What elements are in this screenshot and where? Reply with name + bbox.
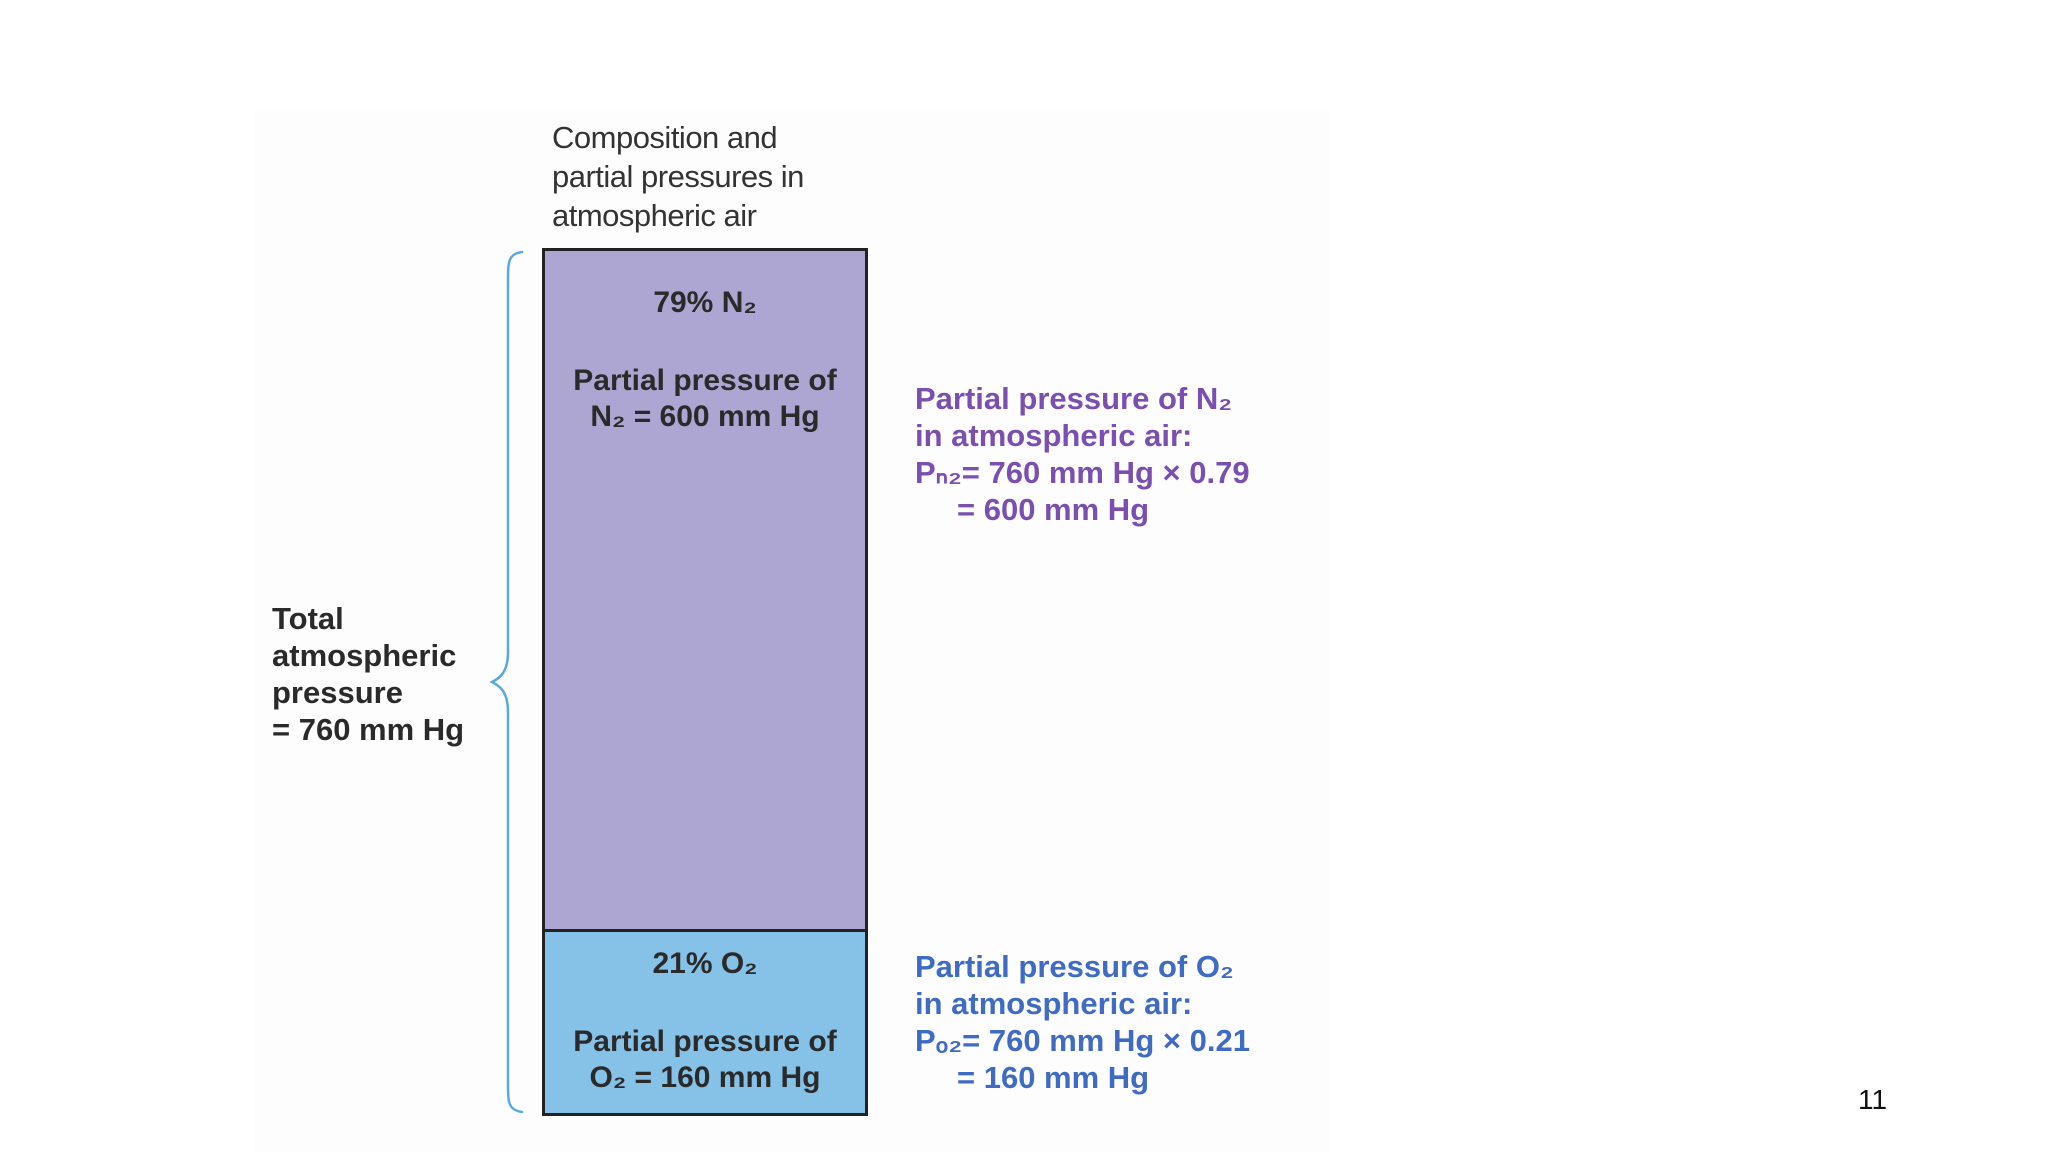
oxygen-annotation: Partial pressure of O₂ in atmospheric ai… <box>915 948 1250 1096</box>
nitrogen-annotation-line: in atmospheric air: <box>915 418 1193 453</box>
nitrogen-annotation: Partial pressure of N₂ in atmospheric ai… <box>915 380 1250 528</box>
nitrogen-segment: 79% N₂ Partial pressure of N₂ = 600 mm H… <box>545 251 865 932</box>
oxygen-annotation-line: Partial pressure of O₂ <box>915 949 1234 984</box>
oxygen-pressure-line: O₂ = 160 mm Hg <box>589 1061 821 1094</box>
oxygen-annotation-line: in atmospheric air: <box>915 986 1193 1021</box>
nitrogen-annotation-line: = 600 mm Hg <box>957 492 1150 527</box>
total-pressure-label: Total atmospheric pressure = 760 mm Hg <box>272 600 464 748</box>
oxygen-percent: 21% O₂ <box>545 946 865 982</box>
total-line: = 760 mm Hg <box>272 712 465 747</box>
caption-line: atmospheric air <box>552 198 757 233</box>
nitrogen-annotation-line: Partial pressure of N₂ <box>915 381 1232 416</box>
oxygen-annotation-line: Pₒ₂= 760 mm Hg × 0.21 <box>915 1023 1250 1058</box>
page-number: 11 <box>1858 1084 1888 1115</box>
nitrogen-percent-text: 79% N₂ <box>653 286 757 319</box>
nitrogen-pressure-line: Partial pressure of <box>573 364 837 397</box>
oxygen-pressure: Partial pressure of O₂ = 160 mm Hg <box>545 1024 865 1096</box>
total-line: pressure <box>272 675 403 710</box>
nitrogen-pressure: Partial pressure of N₂ = 600 mm Hg <box>545 363 865 435</box>
nitrogen-pressure-line: N₂ = 600 mm Hg <box>590 400 820 433</box>
oxygen-percent-text: 21% O₂ <box>652 947 758 980</box>
oxygen-pressure-line: Partial pressure of <box>573 1025 837 1058</box>
caption-line: partial pressures in <box>552 159 804 194</box>
oxygen-segment: 21% O₂ Partial pressure of O₂ = 160 mm H… <box>545 932 865 1113</box>
caption-line: Composition and <box>552 120 778 155</box>
composition-bar: 79% N₂ Partial pressure of N₂ = 600 mm H… <box>542 248 868 1116</box>
oxygen-annotation-line: = 160 mm Hg <box>957 1060 1150 1095</box>
curly-brace <box>489 250 524 1114</box>
nitrogen-annotation-line: Pₙ₂= 760 mm Hg × 0.79 <box>915 455 1250 490</box>
figure-caption: Composition and partial pressures in atm… <box>552 118 804 235</box>
total-line: Total <box>272 601 344 636</box>
nitrogen-percent: 79% N₂ <box>545 285 865 321</box>
total-line: atmospheric <box>272 638 457 673</box>
